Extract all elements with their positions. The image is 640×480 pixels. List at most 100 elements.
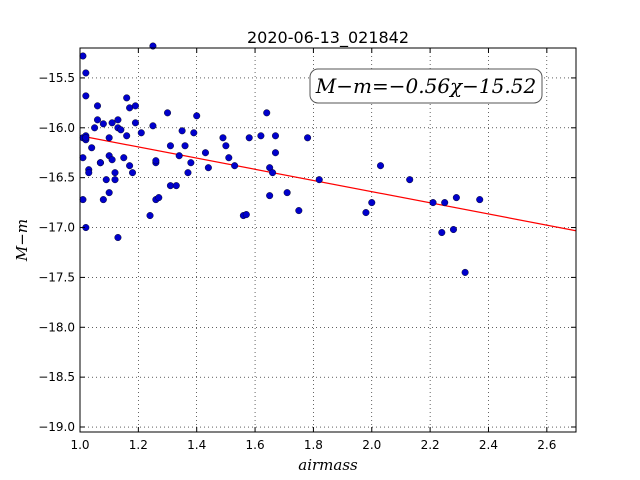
data-point bbox=[438, 229, 446, 237]
data-point bbox=[120, 154, 128, 162]
data-point bbox=[266, 192, 274, 200]
data-point bbox=[175, 152, 183, 160]
x-tick-labels: 1.0 1.2 1.4 1.6 1.8 2.0 2.2 2.4 2.6 bbox=[70, 438, 556, 452]
data-point bbox=[94, 102, 102, 110]
y-tick-label: −17.5 bbox=[38, 270, 75, 284]
data-point bbox=[283, 189, 291, 197]
data-point bbox=[429, 199, 437, 207]
data-point bbox=[79, 154, 87, 162]
y-axis-label: M−m bbox=[13, 219, 31, 262]
data-point bbox=[94, 116, 102, 124]
data-point bbox=[271, 149, 279, 157]
data-point bbox=[377, 162, 385, 170]
x-tick-label: 1.2 bbox=[129, 438, 148, 452]
data-point bbox=[111, 176, 119, 184]
data-point bbox=[295, 207, 303, 215]
fit-line-group bbox=[79, 135, 577, 232]
data-point bbox=[193, 112, 201, 120]
chart-title: 2020-06-13_021842 bbox=[247, 28, 409, 48]
data-point bbox=[441, 199, 449, 207]
x-tick-label: 1.0 bbox=[70, 438, 89, 452]
data-point bbox=[269, 169, 277, 177]
data-point bbox=[114, 116, 122, 124]
data-point bbox=[79, 52, 87, 60]
fit-annotation: M−m=−0.56χ−15.52 bbox=[309, 68, 543, 104]
data-point bbox=[166, 182, 174, 190]
x-tick-label: 2.0 bbox=[362, 438, 381, 452]
data-point bbox=[99, 120, 107, 128]
data-point bbox=[126, 104, 134, 112]
data-point bbox=[146, 212, 154, 220]
data-point bbox=[201, 149, 209, 157]
data-point bbox=[129, 169, 137, 177]
data-point bbox=[181, 142, 189, 150]
plot-background bbox=[80, 48, 576, 432]
data-point bbox=[190, 129, 198, 137]
data-points bbox=[79, 42, 484, 276]
data-point bbox=[368, 199, 376, 207]
y-tick-label: −18.0 bbox=[38, 320, 75, 334]
y-tick-labels: −15.5 −16.0 −16.5 −17.0 −17.5 −18.0 −18.5 −19.0 bbox=[38, 71, 75, 434]
x-tick-label: 1.4 bbox=[187, 438, 206, 452]
data-point bbox=[449, 226, 457, 234]
data-point bbox=[204, 164, 212, 172]
data-point bbox=[123, 132, 131, 140]
data-point bbox=[117, 126, 125, 134]
data-point bbox=[149, 122, 157, 130]
data-point bbox=[91, 124, 99, 132]
data-point bbox=[99, 196, 107, 204]
data-point bbox=[126, 162, 134, 170]
data-point bbox=[222, 142, 230, 150]
data-point bbox=[105, 189, 113, 197]
data-point bbox=[304, 134, 312, 142]
data-point bbox=[96, 159, 104, 167]
plot-frame bbox=[79, 47, 577, 433]
fit-line bbox=[79, 135, 577, 232]
y-tick-label: −16.0 bbox=[38, 121, 75, 135]
data-point bbox=[187, 159, 195, 167]
annotation-text: M−m=−0.56χ−15.52 bbox=[315, 74, 536, 98]
x-tick-label: 2.4 bbox=[479, 438, 498, 452]
data-point bbox=[263, 109, 271, 117]
data-point bbox=[131, 102, 139, 110]
data-point bbox=[137, 129, 145, 137]
data-point bbox=[108, 119, 116, 127]
data-point bbox=[82, 69, 90, 77]
x-tick-label: 2.6 bbox=[537, 438, 556, 452]
data-point bbox=[242, 211, 250, 219]
data-point bbox=[105, 134, 113, 142]
data-point bbox=[155, 194, 163, 202]
data-point bbox=[111, 169, 119, 177]
data-point bbox=[184, 169, 192, 177]
x-tick-label: 1.6 bbox=[246, 438, 265, 452]
data-point bbox=[461, 268, 469, 276]
y-tick-label: −15.5 bbox=[38, 71, 75, 85]
data-point bbox=[164, 109, 172, 117]
data-point bbox=[102, 176, 110, 184]
data-point bbox=[178, 127, 186, 135]
data-point bbox=[406, 176, 414, 184]
data-point bbox=[231, 162, 239, 170]
y-tick-label: −19.0 bbox=[38, 420, 75, 434]
data-point bbox=[131, 119, 139, 127]
data-point bbox=[452, 194, 460, 202]
annotation-box bbox=[309, 68, 543, 104]
data-point bbox=[82, 134, 90, 142]
data-point bbox=[82, 92, 90, 100]
data-point bbox=[245, 134, 253, 142]
data-point bbox=[225, 154, 233, 162]
data-point bbox=[172, 182, 180, 190]
y-tick-label: −18.5 bbox=[38, 370, 75, 384]
data-point bbox=[219, 134, 227, 142]
data-point bbox=[123, 94, 131, 102]
data-point bbox=[362, 209, 370, 217]
data-point bbox=[108, 156, 116, 164]
x-tick-label: 2.2 bbox=[421, 438, 440, 452]
data-point bbox=[114, 234, 122, 242]
data-point bbox=[476, 196, 484, 204]
data-point bbox=[79, 196, 87, 204]
axis-ticks bbox=[79, 48, 576, 432]
y-tick-label: −16.5 bbox=[38, 171, 75, 185]
data-point bbox=[315, 176, 323, 184]
x-tick-label: 1.8 bbox=[304, 438, 323, 452]
